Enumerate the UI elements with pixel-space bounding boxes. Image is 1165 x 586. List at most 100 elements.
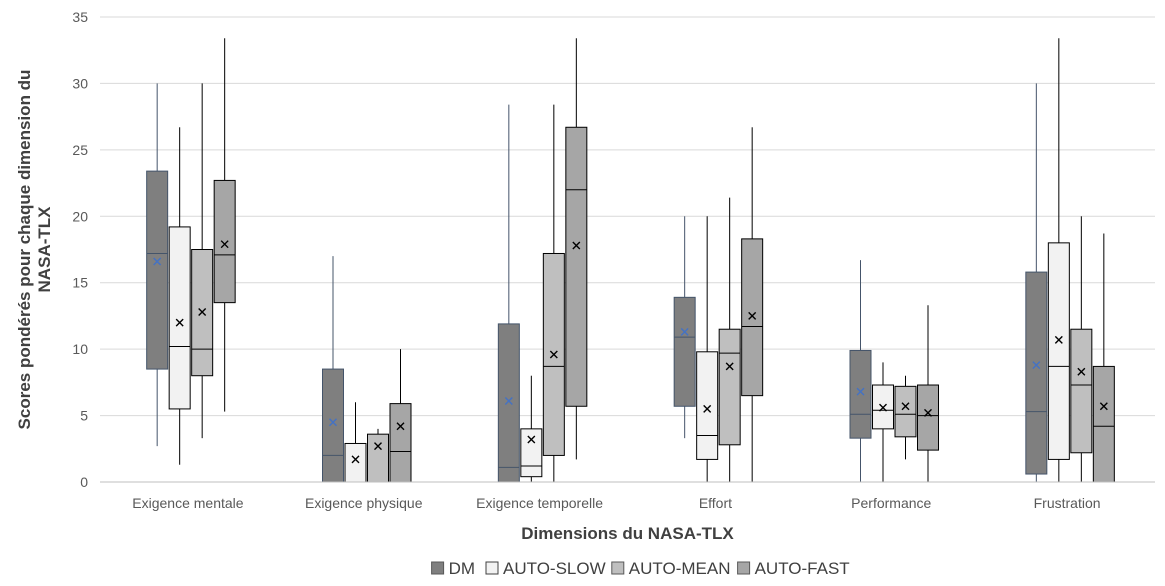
mean-marker: [153, 257, 162, 266]
mean-marker: [703, 404, 712, 413]
x-tick-label: Effort: [699, 495, 732, 511]
legend-swatch: [485, 561, 499, 575]
mean-marker: [374, 442, 382, 451]
mean-marker: [1077, 367, 1086, 376]
mean-marker: [879, 403, 887, 412]
mean-marker: [220, 240, 229, 249]
box-body: [1047, 242, 1070, 460]
mean-marker: [856, 387, 865, 396]
box-body: [1025, 271, 1048, 475]
box-body: [168, 226, 191, 410]
legend-item: DM: [431, 559, 475, 578]
y-tick-label: 20: [72, 208, 88, 224]
mean-marker: [329, 418, 337, 427]
y-tick-label: 5: [80, 408, 88, 424]
legend-label: AUTO-MEAN: [629, 559, 731, 578]
box-body: [497, 323, 520, 483]
box-body: [849, 349, 872, 439]
box-auto-mean: [191, 83, 214, 439]
legend-swatch: [611, 561, 625, 575]
legend-label: DM: [449, 559, 475, 578]
box-auto-fast: [741, 127, 764, 482]
box-body: [344, 442, 367, 483]
box-body: [146, 170, 169, 370]
box-auto-mean: [1070, 216, 1093, 482]
y-axis-title: Scores pondérés pour chaque dimension du…: [15, 70, 54, 430]
mean-marker: [901, 402, 910, 411]
y-axis-ticks: 0 5 10 15 20 25 30 35: [72, 9, 88, 490]
mean-marker: [572, 241, 581, 250]
x-tick-label: Exigence temporelle: [476, 495, 603, 511]
box-body: [520, 428, 543, 478]
box-body: [213, 179, 236, 304]
box-body: [696, 351, 719, 460]
box-auto-mean: [367, 428, 389, 483]
box-auto-fast: [1092, 233, 1115, 483]
box-body: [367, 433, 389, 483]
mean-marker: [1099, 402, 1108, 411]
y-axis-title-line: Scores pondérés pour chaque dimension du: [15, 70, 34, 430]
box-auto-slow: [696, 216, 719, 482]
box-auto-slow: [872, 362, 894, 482]
y-tick-label: 15: [72, 275, 88, 291]
box-auto-fast: [565, 38, 588, 460]
y-tick-label: 25: [72, 142, 88, 158]
mean-marker: [1032, 361, 1041, 370]
legend-item: AUTO-MEAN: [611, 559, 731, 578]
mean-marker: [504, 396, 513, 405]
box-auto-slow: [1047, 38, 1070, 482]
gridlines: [100, 16, 1155, 417]
box-body: [389, 403, 412, 483]
box-auto-slow: [344, 402, 367, 483]
box-auto-slow: [168, 127, 191, 465]
box-dm: [1025, 83, 1048, 482]
legend: DM AUTO-SLOW AUTO-MEAN AUTO-FAST: [431, 559, 850, 578]
mean-marker: [527, 435, 536, 444]
box-body: [741, 238, 764, 397]
mean-marker: [725, 362, 734, 371]
mean-marker: [1054, 335, 1063, 344]
box-dm: [322, 256, 344, 483]
y-tick-label: 30: [72, 75, 88, 91]
mean-marker: [924, 408, 932, 417]
legend-item: AUTO-FAST: [737, 559, 850, 578]
mean-marker: [396, 422, 405, 431]
mean-marker: [351, 455, 360, 464]
y-tick-label: 10: [72, 341, 88, 357]
box-auto-mean: [894, 375, 917, 460]
legend-swatch: [431, 561, 445, 575]
box-body: [1092, 365, 1115, 483]
box-auto-fast: [213, 38, 236, 412]
mean-marker: [175, 318, 184, 327]
x-tick-label: Exigence physique: [305, 495, 423, 511]
mean-marker: [198, 307, 207, 316]
mean-marker: [549, 350, 558, 359]
box-body: [894, 385, 917, 438]
box-auto-fast: [917, 305, 939, 482]
legend-swatch: [737, 561, 751, 575]
box-body: [565, 126, 588, 407]
x-axis-title: Dimensions du NASA-TLX: [521, 524, 734, 543]
box-auto-mean: [718, 197, 741, 482]
box-dm: [673, 216, 696, 439]
box-dm: [146, 83, 169, 447]
legend-label: AUTO-SLOW: [503, 559, 606, 578]
box-auto-fast: [389, 349, 412, 483]
y-axis-title-line: NASA-TLX: [35, 206, 54, 293]
x-tick-label: Performance: [851, 495, 931, 511]
box-body: [673, 296, 696, 407]
mean-marker: [680, 327, 689, 336]
y-tick-label: 35: [72, 9, 88, 25]
y-tick-label: 0: [80, 474, 88, 490]
legend-label: AUTO-FAST: [755, 559, 850, 578]
x-tick-label: Exigence mentale: [132, 495, 244, 511]
box-dm: [497, 104, 520, 483]
box-body: [718, 328, 741, 446]
x-axis-ticks: Exigence mentale Exigence physique Exigenc…: [132, 495, 1100, 511]
x-tick-label: Frustration: [1034, 495, 1101, 511]
box-body: [1070, 328, 1093, 454]
box-series: [146, 38, 1115, 483]
box-body: [322, 368, 344, 483]
box-dm: [849, 260, 872, 482]
